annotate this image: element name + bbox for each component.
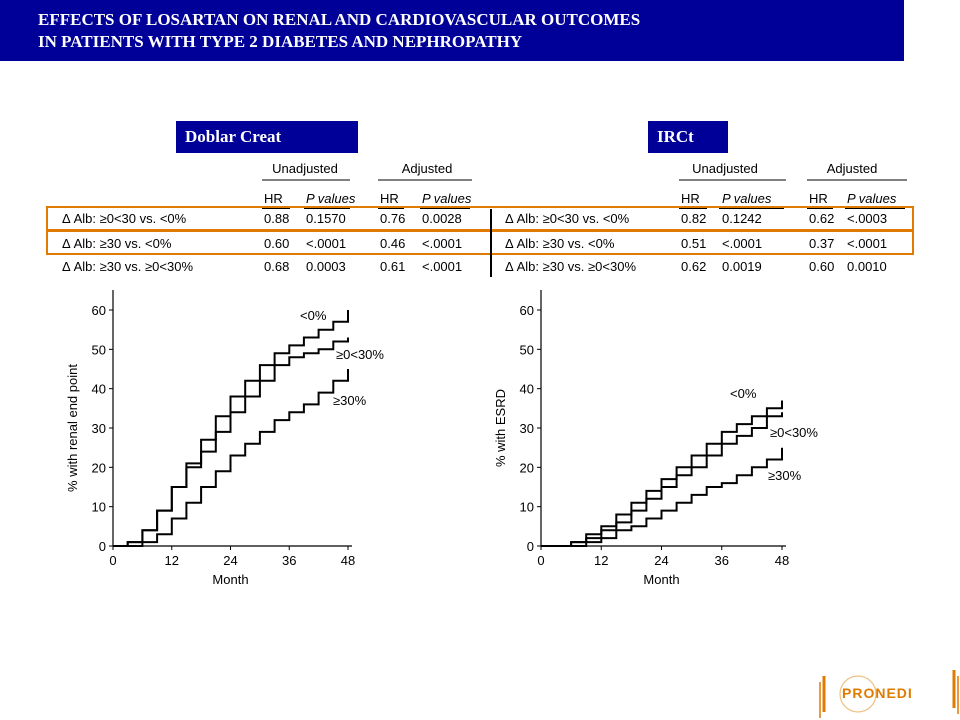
- series-line-1: [541, 400, 783, 547]
- chart-2: 0 10 20 30 40 50 60 0 12 24 36 48 Month % with ESRD <0…: [493, 290, 818, 587]
- table-cell: <.0001: [847, 236, 887, 251]
- series-label-1: <0%: [300, 308, 327, 323]
- table-cell: <.0001: [306, 236, 346, 251]
- panel-label-left: Doblar Creat: [176, 121, 358, 153]
- table-cell: 0.62: [809, 211, 834, 226]
- x-tick-label: 12: [165, 553, 179, 568]
- y-tick-label: 20: [92, 460, 106, 475]
- logo-text: PRONEDI: [842, 685, 913, 701]
- chart-1: 0 10 20 30 40 50 60 0 12 24 36 48 Month % with renal …: [65, 290, 384, 587]
- series-line-3: [541, 447, 783, 547]
- title-banner: EFFECTS OF LOSARTAN ON RENAL AND CARDIOV…: [0, 0, 904, 61]
- table-cell: 0.0003: [306, 259, 346, 274]
- table-row-label: Δ Alb: ≥0<30 vs. <0%: [505, 211, 630, 226]
- x-tick-label: 12: [594, 553, 608, 568]
- table-row-label: Δ Alb: ≥30 vs. <0%: [505, 236, 615, 251]
- y-axis-title: % with renal end point: [65, 364, 80, 492]
- x-axis-title: Month: [212, 572, 248, 587]
- title-line-2: IN PATIENTS WITH TYPE 2 DIABETES AND NEP…: [38, 32, 523, 51]
- group-header: Adjusted: [827, 161, 878, 176]
- series-line-3: [113, 369, 349, 547]
- series-label-1: <0%: [730, 386, 757, 401]
- highlight-box: [46, 230, 914, 255]
- y-tick-label: 40: [520, 382, 534, 397]
- table-cell: 0.0019: [722, 259, 762, 274]
- series-label-3: ≥30%: [333, 393, 367, 408]
- x-tick-label: 0: [537, 553, 544, 568]
- table-cell: 0.60: [264, 236, 289, 251]
- y-tick-label: 50: [520, 342, 534, 357]
- table-cell: <.0001: [422, 259, 462, 274]
- x-tick-label: 48: [341, 553, 355, 568]
- table-cell: 0.0010: [847, 259, 887, 274]
- title-line-1: EFFECTS OF LOSARTAN ON RENAL AND CARDIOV…: [38, 10, 641, 29]
- column-header: HR: [809, 191, 828, 206]
- table-cell: 0.82: [681, 211, 706, 226]
- table-cell: <.0001: [722, 236, 762, 251]
- table-cell: 0.60: [809, 259, 834, 274]
- column-header: P values: [847, 191, 897, 206]
- y-tick-label: 60: [92, 303, 106, 318]
- table-cell: 0.61: [380, 259, 405, 274]
- y-tick-label: 60: [520, 303, 534, 318]
- series-label-2: ≥0<30%: [336, 347, 384, 362]
- series-line-2: [113, 337, 349, 547]
- table-row-label: Δ Alb: ≥30 vs. ≥0<30%: [62, 259, 193, 274]
- x-tick-label: 36: [715, 553, 729, 568]
- series-label-3: ≥30%: [768, 468, 802, 483]
- column-header: P values: [306, 191, 356, 206]
- y-axis-title: % with ESRD: [493, 389, 508, 467]
- column-header: P values: [422, 191, 472, 206]
- y-tick-label: 10: [520, 500, 534, 515]
- table-cell: <.0003: [847, 211, 887, 226]
- table-cell: 0.51: [681, 236, 706, 251]
- column-header: HR: [264, 191, 283, 206]
- table-cell: 0.46: [380, 236, 405, 251]
- column-header: P values: [722, 191, 772, 206]
- y-tick-label: 20: [520, 460, 534, 475]
- pronedi-logo-frame: [819, 670, 959, 718]
- x-tick-label: 48: [775, 553, 789, 568]
- y-tick-label: 40: [92, 382, 106, 397]
- x-tick-label: 24: [654, 553, 668, 568]
- table-row-label: Δ Alb: ≥0<30 vs. <0%: [62, 211, 187, 226]
- table-cell: 0.1242: [722, 211, 762, 226]
- table-cell: 0.62: [681, 259, 706, 274]
- table-cell: <.0001: [422, 236, 462, 251]
- y-tick-label: 30: [520, 421, 534, 436]
- x-tick-label: 0: [109, 553, 116, 568]
- y-tick-label: 30: [92, 421, 106, 436]
- y-tick-label: 0: [527, 539, 534, 554]
- group-header: Unadjusted: [272, 161, 338, 176]
- x-axis-title: Month: [643, 572, 679, 587]
- group-header: Adjusted: [402, 161, 453, 176]
- x-tick-label: 36: [282, 553, 296, 568]
- table-cell: 0.1570: [306, 211, 346, 226]
- series-line-2: [541, 412, 783, 547]
- column-header: HR: [380, 191, 399, 206]
- series-label-2: ≥0<30%: [770, 425, 818, 440]
- x-tick-label: 24: [223, 553, 237, 568]
- y-tick-label: 10: [92, 500, 106, 515]
- column-header: HR: [681, 191, 700, 206]
- y-tick-label: 0: [99, 539, 106, 554]
- table-cell: 0.88: [264, 211, 289, 226]
- table-cell: 0.0028: [422, 211, 462, 226]
- panel-label-right: IRCt: [648, 121, 728, 153]
- y-tick-label: 50: [92, 342, 106, 357]
- table-row-label: Δ Alb: ≥30 vs. <0%: [62, 236, 172, 251]
- kaplan-meier-charts: 0 10 20 30 40 50 60 0 12 24 36 48 Month % with renal …: [65, 290, 818, 587]
- group-header: Unadjusted: [692, 161, 758, 176]
- table-row-label: Δ Alb: ≥30 vs. ≥0<30%: [505, 259, 636, 274]
- table-cell: 0.76: [380, 211, 405, 226]
- table-cell: 0.37: [809, 236, 834, 251]
- table-cell: 0.68: [264, 259, 289, 274]
